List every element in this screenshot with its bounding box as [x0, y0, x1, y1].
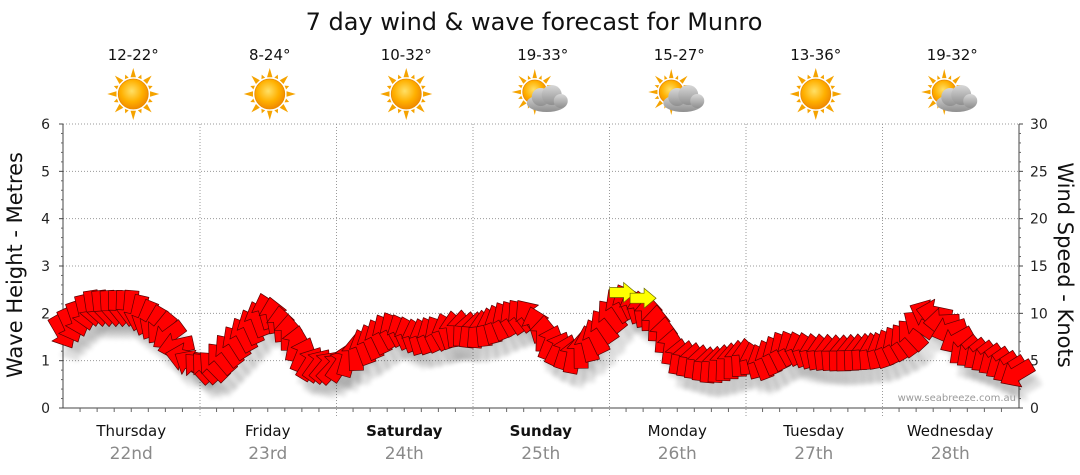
sun-disc [254, 78, 286, 110]
day-name-label: Saturday [366, 422, 443, 440]
day-temp-range: 15-27° [654, 46, 705, 64]
sun-icon [380, 68, 433, 120]
left-tick-label: 5 [41, 164, 50, 180]
right-axis-ticks: 0 5 10 15 20 25 30 [1019, 117, 1048, 417]
wind-arrow-alt [609, 281, 637, 304]
left-tick-label: 1 [41, 354, 50, 370]
day-name-label: Friday [245, 422, 291, 440]
watermark: www.seabreeze.com.au [898, 393, 1016, 404]
left-tick-label: 4 [41, 212, 50, 228]
sun-cloud-icon [921, 69, 978, 115]
day-name-label: Tuesday [782, 422, 844, 440]
right-tick-label: 5 [1030, 354, 1039, 370]
right-tick-label: 0 [1030, 401, 1039, 417]
cloud-shape [936, 85, 978, 112]
day-date-label: 22nd [110, 444, 153, 464]
day-date-label: 28th [931, 444, 970, 464]
right-tick-label: 30 [1030, 117, 1048, 133]
left-tick-label: 0 [41, 401, 50, 417]
wind-series [47, 281, 1036, 388]
right-tick-label: 15 [1030, 259, 1048, 275]
day-temp-range: 12-22° [108, 46, 159, 64]
sun-icon [243, 68, 296, 120]
cloud-shape [663, 85, 705, 112]
right-tick-label: 10 [1030, 306, 1048, 322]
day-date-label: 27th [794, 444, 833, 464]
sun-icon [789, 68, 842, 120]
sun-cloud-icon [648, 69, 705, 115]
day-date-label: 26th [658, 444, 697, 464]
sun-icon [107, 68, 160, 120]
day-temp-range: 10-32° [381, 46, 432, 64]
day-temp-range: 8-24° [249, 46, 291, 64]
right-tick-label: 20 [1030, 212, 1048, 228]
right-tick-label: 25 [1030, 164, 1048, 180]
day-temp-range: 19-32° [927, 46, 978, 64]
left-tick-label: 6 [41, 117, 50, 133]
sun-rays [789, 68, 842, 120]
day-name-label: Monday [648, 422, 707, 440]
sun-rays [243, 68, 296, 120]
cloud-shape [526, 85, 568, 112]
sun-rays [380, 68, 433, 120]
day-temp-range: 13-36° [790, 46, 841, 64]
daily-weather-row: 12-22° 8-24° 10-32° 19-33° 15-27° 13-36° 19-32… [107, 46, 978, 120]
left-axis-title: Wave Height - Metres [3, 152, 27, 378]
sun-rays [107, 68, 160, 120]
day-date-label: 23rd [248, 444, 287, 464]
day-date-label: 25th [521, 444, 560, 464]
left-tick-label: 2 [41, 306, 50, 322]
wind-arrow [1000, 358, 1036, 388]
sun-disc [800, 78, 832, 110]
day-temp-range: 19-33° [517, 46, 568, 64]
wind-arrow-alt [629, 287, 657, 309]
chart-title: 7 day wind & wave forecast for Munro [306, 8, 763, 36]
left-axis-ticks: 0 1 2 3 4 5 6 [41, 117, 63, 417]
sun-cloud-icon [511, 69, 568, 115]
day-name-label: Sunday [510, 422, 573, 440]
day-name-label: Thursday [95, 422, 166, 440]
sun-disc [117, 78, 149, 110]
right-axis-title: Wind Speed - Knots [1053, 162, 1077, 367]
left-tick-label: 3 [41, 259, 50, 275]
day-name-label: Wednesday [907, 422, 994, 440]
day-labels: Thursday 22nd Friday 23rd Saturday 24th Sunday… [95, 422, 993, 464]
day-date-label: 24th [385, 444, 424, 464]
sun-disc [390, 78, 422, 110]
